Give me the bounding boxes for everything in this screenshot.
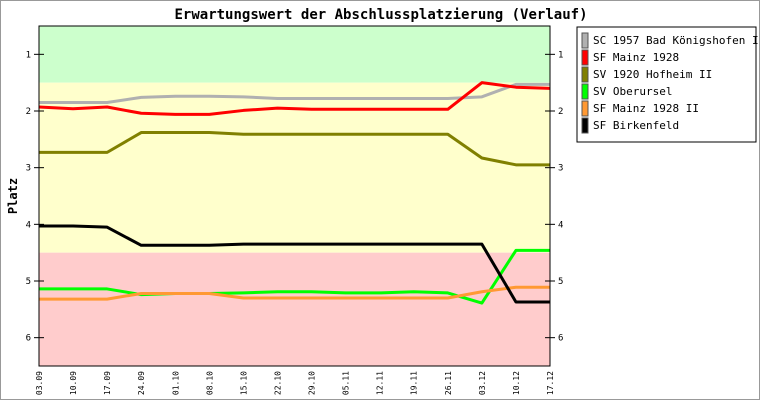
x-tick-label: 08.10 (205, 371, 214, 395)
y-axis-label: Platz (6, 178, 20, 214)
y-tick-label-left: 5 (26, 277, 31, 287)
legend-box (576, 26, 757, 143)
series-line-1 (38, 81, 551, 116)
plot-frame (38, 25, 551, 367)
y-tick-label-left: 3 (26, 164, 31, 174)
x-tick-label: 03.12 (478, 371, 487, 395)
y-tick-label-left: 6 (26, 334, 31, 344)
y-tick-label-right: 4 (558, 220, 563, 230)
y-tick-label-right: 6 (558, 334, 563, 344)
zone-band-2 (39, 252, 550, 366)
legend-label: SC 1957 Bad Königshofen II (593, 34, 759, 47)
y-tick-label-right: 5 (558, 277, 563, 287)
y-tick-label-left: 1 (26, 50, 31, 60)
series-line-3 (39, 248, 550, 305)
y-tick-label-right: 2 (558, 107, 563, 117)
legend-label: SF Mainz 1928 (593, 51, 679, 64)
series-line-2 (39, 131, 550, 167)
x-tick-label: 10.12 (512, 371, 521, 395)
legend-swatch (581, 100, 589, 117)
series-line-5 (39, 224, 550, 304)
x-tick-label: 12.11 (376, 371, 385, 395)
x-tick-label: 17.12 (546, 371, 555, 395)
legend-label: SF Birkenfeld (593, 119, 679, 132)
x-tick-label: 22.10 (273, 371, 282, 395)
x-tick-label: 15.10 (239, 371, 248, 395)
zone-band-0 (39, 26, 550, 83)
chart-title: Erwartungswert der Abschlussplatzierung … (174, 7, 587, 23)
x-tick-label: 03.09 (35, 371, 44, 395)
y-tick-label-right: 1 (558, 50, 563, 60)
legend-swatch (581, 32, 589, 49)
legend-swatch (581, 66, 589, 83)
y-tick-label-right: 3 (558, 164, 563, 174)
x-tick-label: 17.09 (103, 371, 112, 395)
x-tick-label: 19.11 (410, 371, 419, 395)
series-line-4 (39, 285, 550, 301)
y-tick-label-left: 4 (26, 220, 31, 230)
legend-label: SF Mainz 1928 II (593, 102, 699, 115)
legend-swatch (581, 117, 589, 134)
x-tick-label: 01.10 (171, 371, 180, 395)
x-tick-label: 24.09 (137, 371, 146, 395)
legend-label: SV 1920 Hofheim II (593, 68, 712, 81)
x-tick-label: 05.11 (342, 371, 351, 395)
y-tick-label-left: 2 (26, 107, 31, 117)
legend-swatch (581, 49, 589, 66)
x-tick-label: 29.10 (308, 371, 317, 395)
x-tick-label: 26.11 (444, 371, 453, 395)
legend-swatch (581, 83, 589, 100)
legend-label: SV Oberursel (593, 85, 672, 98)
x-tick-label: 10.09 (69, 371, 78, 395)
